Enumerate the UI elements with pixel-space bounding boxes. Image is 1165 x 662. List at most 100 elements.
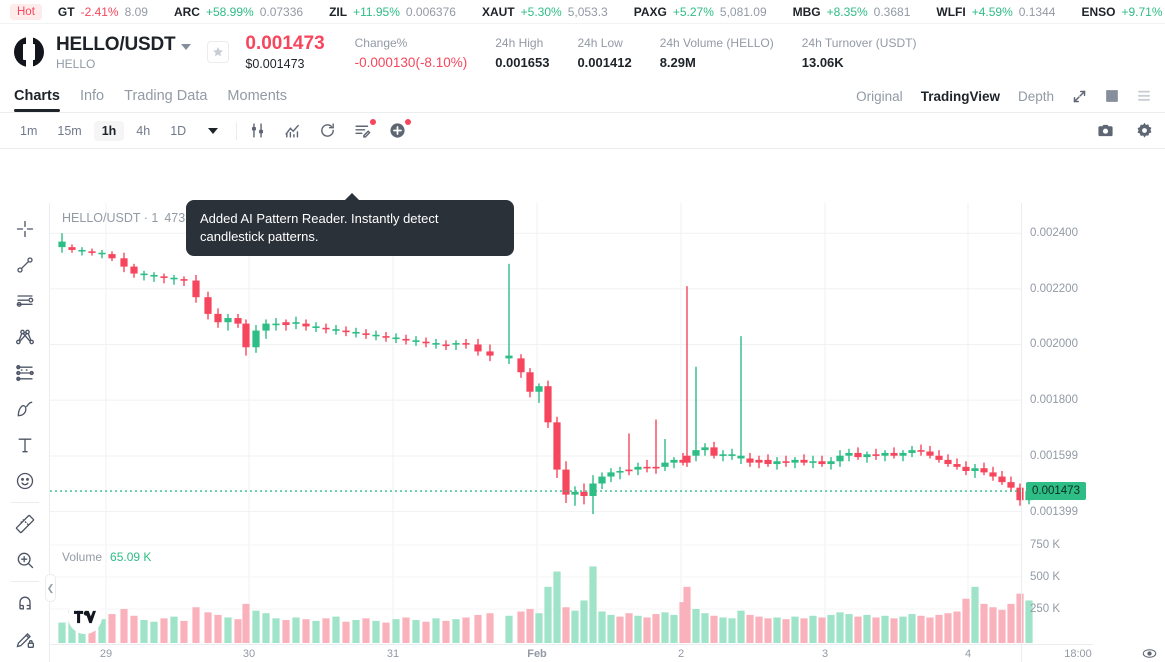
layout-square-icon[interactable] — [1105, 89, 1119, 103]
trend-line-tool-icon[interactable] — [8, 247, 42, 283]
pattern-tool-icon[interactable] — [8, 319, 42, 355]
favorite-star-button[interactable] — [207, 41, 230, 63]
timeframe-1m[interactable]: 1m — [20, 123, 38, 138]
section-nav: Charts Info Trading Data Moments Original Tr… — [0, 80, 1165, 113]
chart-plot[interactable]: HELLO/USDT · 1 473 0.000000 (0.00%) Volu… — [50, 203, 1093, 662]
indicator-settings-icon[interactable] — [249, 122, 266, 139]
ticker-price: 5,053.3 — [567, 4, 608, 19]
market-stat: 24h High 0.001653 — [495, 35, 549, 70]
ticker-item[interactable]: ARC +58.99% 0.07336 — [174, 5, 303, 19]
horizontal-lines-tool-icon[interactable] — [8, 283, 42, 319]
camera-snapshot-icon[interactable] — [1097, 122, 1114, 139]
chevron-down-icon[interactable] — [181, 43, 192, 50]
feature-announcement-tooltip[interactable]: Added AI Pattern Reader. Instantly detec… — [186, 193, 514, 256]
ticker-item[interactable]: ENSO+9.71%1.2501 — [1081, 5, 1165, 19]
candlestick-chart — [50, 203, 1033, 644]
measure-ruler-tool-icon[interactable] — [8, 506, 42, 542]
time-axis[interactable]: 29 30 31 Feb 2 3 4 18:00 — [50, 644, 1093, 662]
chart-toolbar: 1m 15m 1h 4h 1D — [0, 113, 1165, 149]
collapse-sidebar-handle[interactable]: ❮ — [45, 574, 56, 602]
magnet-tool-icon[interactable] — [8, 585, 42, 621]
pair-title-text: HELLO/USDT — [56, 33, 176, 55]
price-axis-tick: 0.002400 — [1030, 227, 1078, 240]
current-price-badge: 0.001473 — [1026, 482, 1086, 501]
ticker-change: +11.95% — [353, 4, 400, 19]
tab-moments[interactable]: Moments — [227, 88, 288, 104]
volume-axis-tick: 750 K — [1030, 539, 1061, 551]
timeframe-1h[interactable]: 1h — [93, 120, 125, 141]
market-stat: 24h Turnover (USDT) 13.06K — [802, 35, 917, 70]
ticker-change: +8.35% — [826, 4, 868, 19]
price-axis[interactable]: 0.002400 0.002200 0.002000 0.001800 0.001599… — [1021, 203, 1093, 662]
chart-settings-gear-icon[interactable] — [1136, 122, 1153, 139]
nav-tabs: Charts Info Trading Data Moments — [14, 80, 287, 112]
pair-title[interactable]: HELLO/USDT — [56, 33, 192, 56]
market-stat-value: 13.06K — [801, 54, 844, 70]
timeframe-15m[interactable]: 15m — [57, 123, 82, 138]
time-axis-tick: 18:00 — [1064, 648, 1092, 660]
add-indicator-icon[interactable] — [389, 119, 412, 139]
time-axis-tick: 3 — [821, 648, 829, 660]
chart-reset-icon[interactable] — [1142, 646, 1157, 661]
indicators-chart-icon[interactable] — [284, 122, 301, 139]
legend-price: 473 — [164, 211, 186, 225]
pair-subtitle: HELLO — [56, 56, 96, 71]
pair-name-block[interactable]: HELLO/USDT HELLO — [56, 33, 192, 71]
ticker-price: 0.1344 — [1018, 4, 1056, 19]
ticker-item[interactable]: ZIL +11.95% 0.006376 — [329, 5, 456, 19]
layout-list-icon[interactable] — [1137, 89, 1151, 103]
lock-drawings-tool-icon[interactable] — [8, 621, 42, 657]
chart-mode-tradingview[interactable]: TradingView — [920, 88, 1000, 104]
ticker-symbol: PAXG — [633, 4, 667, 19]
last-price-usd: $0.001473 — [245, 57, 305, 71]
crosshair-tool-icon[interactable] — [8, 211, 42, 247]
timeframe-dropdown-icon[interactable] — [208, 127, 219, 134]
text-tool-icon[interactable] — [8, 427, 42, 463]
market-stat-value: 0.001412 — [577, 54, 632, 70]
chart-mode-depth[interactable]: Depth — [1017, 88, 1054, 104]
zoom-in-tool-icon[interactable] — [8, 542, 42, 578]
tab-trading-data[interactable]: Trading Data — [124, 88, 208, 104]
hot-badge: Hot — [10, 3, 42, 20]
chart-mode-original[interactable]: Original — [856, 88, 903, 104]
emoji-tool-icon[interactable] — [8, 463, 42, 499]
market-ticker-bar: Hot GT -2.41% 8.09 ARC +58.99% 0.07336 ZIL +11.… — [0, 0, 1165, 24]
timeframe-1D[interactable]: 1D — [170, 123, 187, 138]
toolbar-divider — [236, 121, 238, 140]
timeframe-4h[interactable]: 4h — [136, 123, 151, 138]
ai-pattern-reader-icon[interactable] — [354, 119, 377, 139]
chart-mode-controls: Original TradingView Depth — [856, 89, 1151, 104]
price-axis-tick: 0.002200 — [1030, 282, 1078, 295]
tab-info[interactable]: Info — [79, 88, 105, 104]
fibonacci-tool-icon[interactable] — [8, 355, 42, 391]
time-axis-tick: 4 — [964, 648, 972, 660]
volume-axis-tick: 250 K — [1030, 603, 1061, 615]
chart-area: HELLO/USDT · 1 473 0.000000 (0.00%) Volu… — [0, 203, 1165, 662]
brush-tool-icon[interactable] — [8, 391, 42, 427]
ticker-item[interactable]: GT -2.41% 8.09 — [58, 5, 148, 19]
price-axis-tick: 0.001599 — [1030, 449, 1078, 462]
expand-icon[interactable] — [1072, 89, 1087, 104]
tool-divider — [10, 581, 39, 582]
ticker-item[interactable]: MBG +8.35% 0.3681 — [793, 5, 911, 19]
ticker-change: +58.99% — [205, 4, 254, 19]
price-axis-tick: 0.002000 — [1030, 338, 1078, 351]
volume-legend: Volume 65.09 K — [62, 550, 151, 564]
market-stat-label: 24h Low — [577, 35, 623, 50]
time-axis-tick: 29 — [99, 648, 113, 660]
market-stat-value: 0.001653 — [495, 54, 550, 70]
refresh-icon[interactable] — [319, 122, 336, 139]
market-stat-label: 24h High — [495, 35, 544, 50]
time-axis-tick: 2 — [677, 648, 685, 660]
tradingview-logo-icon[interactable] — [68, 600, 102, 634]
volume-label: Volume — [62, 550, 103, 564]
ticker-item[interactable]: WLFI +4.59% 0.1344 — [936, 5, 1055, 19]
ticker-change: +5.27% — [672, 4, 714, 19]
ticker-item[interactable]: PAXG +5.27% 5,081.09 — [634, 5, 767, 19]
volume-value: 65.09 K — [110, 550, 152, 564]
ticker-item[interactable]: XAUT +5.30% 5,053.3 — [482, 5, 608, 19]
last-price: 0.001473 — [245, 33, 325, 54]
tab-charts[interactable]: Charts — [14, 80, 60, 112]
hello-token-logo-icon — [14, 37, 44, 67]
ticker-price: 8.09 — [124, 4, 148, 19]
